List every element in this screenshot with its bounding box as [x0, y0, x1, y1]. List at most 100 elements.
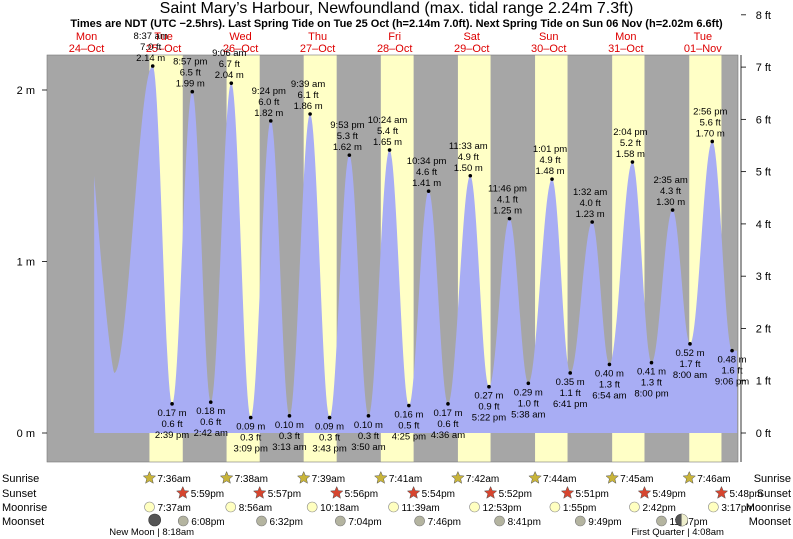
y-tick-label-ft: 5 ft [756, 167, 771, 179]
high-tide-ft: 5.6 ft [700, 117, 721, 128]
low-tide-ft: 0.6 ft [200, 417, 221, 428]
y-tick-label-ft: 4 ft [756, 219, 771, 231]
y-tick-label-ft: 7 ft [756, 62, 771, 74]
day-of-week-label: Sat [463, 31, 480, 43]
first-quarter-lit-half [681, 514, 688, 526]
moonset-icon [256, 515, 267, 527]
low-tide-point [730, 348, 734, 353]
low-tide-ft: 0.3 ft [279, 431, 300, 442]
low-tide-ft: 1.3 ft [641, 378, 662, 389]
moonrise-time: 2:42pm [642, 503, 675, 514]
high-tide-m: 1.25 m [493, 206, 522, 217]
high-tide-m: 2.04 m [215, 70, 244, 81]
day-of-week-label: Tue [694, 31, 713, 43]
moonrise-icon [629, 501, 640, 513]
sunset-time: 5:54pm [422, 489, 455, 500]
low-tide-time: 2:39 pm [155, 430, 189, 441]
low-tide-ft: 0.6 ft [162, 419, 183, 430]
high-tide-point [347, 153, 352, 157]
high-tide-point [308, 112, 312, 116]
low-tide-point [688, 342, 692, 346]
low-tide-m: 0.29 m [514, 387, 543, 398]
low-tide-m: 0.40 m [595, 368, 624, 379]
y-tick-label-ft: 3 ft [756, 271, 771, 283]
sunset-icon [637, 485, 652, 499]
high-tide-point [507, 216, 512, 221]
chart-subtitle: Times are NDT (UTC −2.5hrs). Last Spring… [70, 18, 723, 30]
moonset-time: 9:49pm [588, 517, 621, 528]
astro-row-label-left: Sunset [2, 488, 36, 500]
moonrise-time: 12:53pm [483, 503, 522, 514]
y-tick-label-m: 1 m [17, 257, 35, 269]
astro-row-label-left: Moonrise [2, 502, 47, 514]
moonset-time: 8:41pm [508, 517, 541, 528]
sunrise-icon [219, 470, 234, 484]
low-tide-m: 0.27 m [474, 391, 503, 402]
high-tide-ft: 6.0 ft [258, 97, 279, 108]
high-tide-time: 2:35 am [653, 175, 687, 186]
low-tide-ft: 0.3 ft [319, 433, 340, 444]
sunrise-time: 7:38am [235, 474, 268, 485]
day-date-label: 29–Oct [454, 43, 489, 55]
low-tide-point [607, 362, 612, 367]
low-tide-m: 0.48 m [718, 355, 747, 366]
sunset-icon [483, 485, 498, 499]
low-tide-time: 2:42 am [194, 428, 228, 439]
high-tide-point [670, 208, 675, 212]
low-tide-m: 0.17 m [158, 408, 187, 419]
high-tide-ft: 4.6 ft [416, 167, 437, 178]
low-tide-point [649, 360, 654, 365]
high-tide-point [710, 139, 715, 144]
astro-row-label-right: Moonset [749, 516, 791, 528]
day-of-week-label: Fri [388, 31, 401, 43]
day-date-label: 31–Oct [608, 43, 643, 55]
y-tick-label-m: 2 m [17, 85, 35, 97]
astro-row-label-right: Sunset [757, 488, 791, 500]
moonset-time: 6:08pm [191, 517, 224, 528]
sunrise-icon [682, 470, 697, 484]
moonset-time: 11:07pm [669, 517, 707, 528]
moonset-icon [177, 515, 189, 527]
high-tide-ft: 7.0 ft [140, 42, 161, 53]
moonrise-icon [144, 501, 155, 513]
sunset-icon [329, 485, 344, 499]
day-date-label: 24–Oct [69, 43, 104, 55]
low-tide-m: 0.18 m [196, 406, 225, 417]
high-tide-m: 1.82 m [254, 108, 283, 119]
high-tide-point [268, 119, 273, 123]
high-tide-m: 1.86 m [294, 101, 323, 112]
y-tick-label-ft: 1 ft [756, 376, 771, 388]
high-tide-ft: 5.2 ft [620, 138, 641, 149]
low-tide-time: 3:43 pm [312, 444, 346, 455]
moonset-time: 7:04pm [348, 517, 381, 528]
low-tide-point [526, 381, 531, 386]
low-tide-ft: 0.9 ft [478, 402, 499, 413]
low-tide-ft: 1.1 ft [560, 388, 581, 399]
low-tide-time: 3:13 am [272, 442, 306, 453]
low-tide-point [407, 403, 411, 408]
high-tide-time: 2:56 pm [693, 106, 727, 117]
high-tide-point [468, 173, 473, 178]
sunset-time: 5:48pm [729, 489, 762, 500]
day-date-label: 28–Oct [377, 43, 412, 55]
day-of-week-label: Tue [154, 31, 173, 43]
first-quarter-label: First Quarter | 4:08am [631, 527, 724, 538]
high-tide-m: 1.23 m [576, 209, 605, 220]
low-tide-ft: 0.3 ft [358, 431, 379, 442]
high-tide-point [550, 177, 554, 181]
new-moon-icon [148, 513, 161, 527]
day-date-label: 01–Nov [684, 43, 722, 55]
high-tide-ft: 5.4 ft [377, 126, 398, 137]
sunset-time: 5:59pm [191, 489, 224, 500]
low-tide-point [568, 371, 573, 375]
astro-row-label-right: Moonrise [746, 502, 791, 514]
high-tide-point [590, 220, 594, 224]
moonrise-time: 11:39am [402, 503, 440, 514]
day-of-week-label: Sun [539, 31, 559, 43]
sunrise-icon [528, 470, 542, 484]
y-tick-label-ft: 6 ft [756, 114, 771, 126]
moonset-time: 6:32pm [270, 517, 303, 528]
high-tide-time: 11:46 pm [488, 184, 527, 195]
low-tide-ft: 0.5 ft [398, 421, 419, 432]
sunrise-icon [142, 470, 157, 484]
